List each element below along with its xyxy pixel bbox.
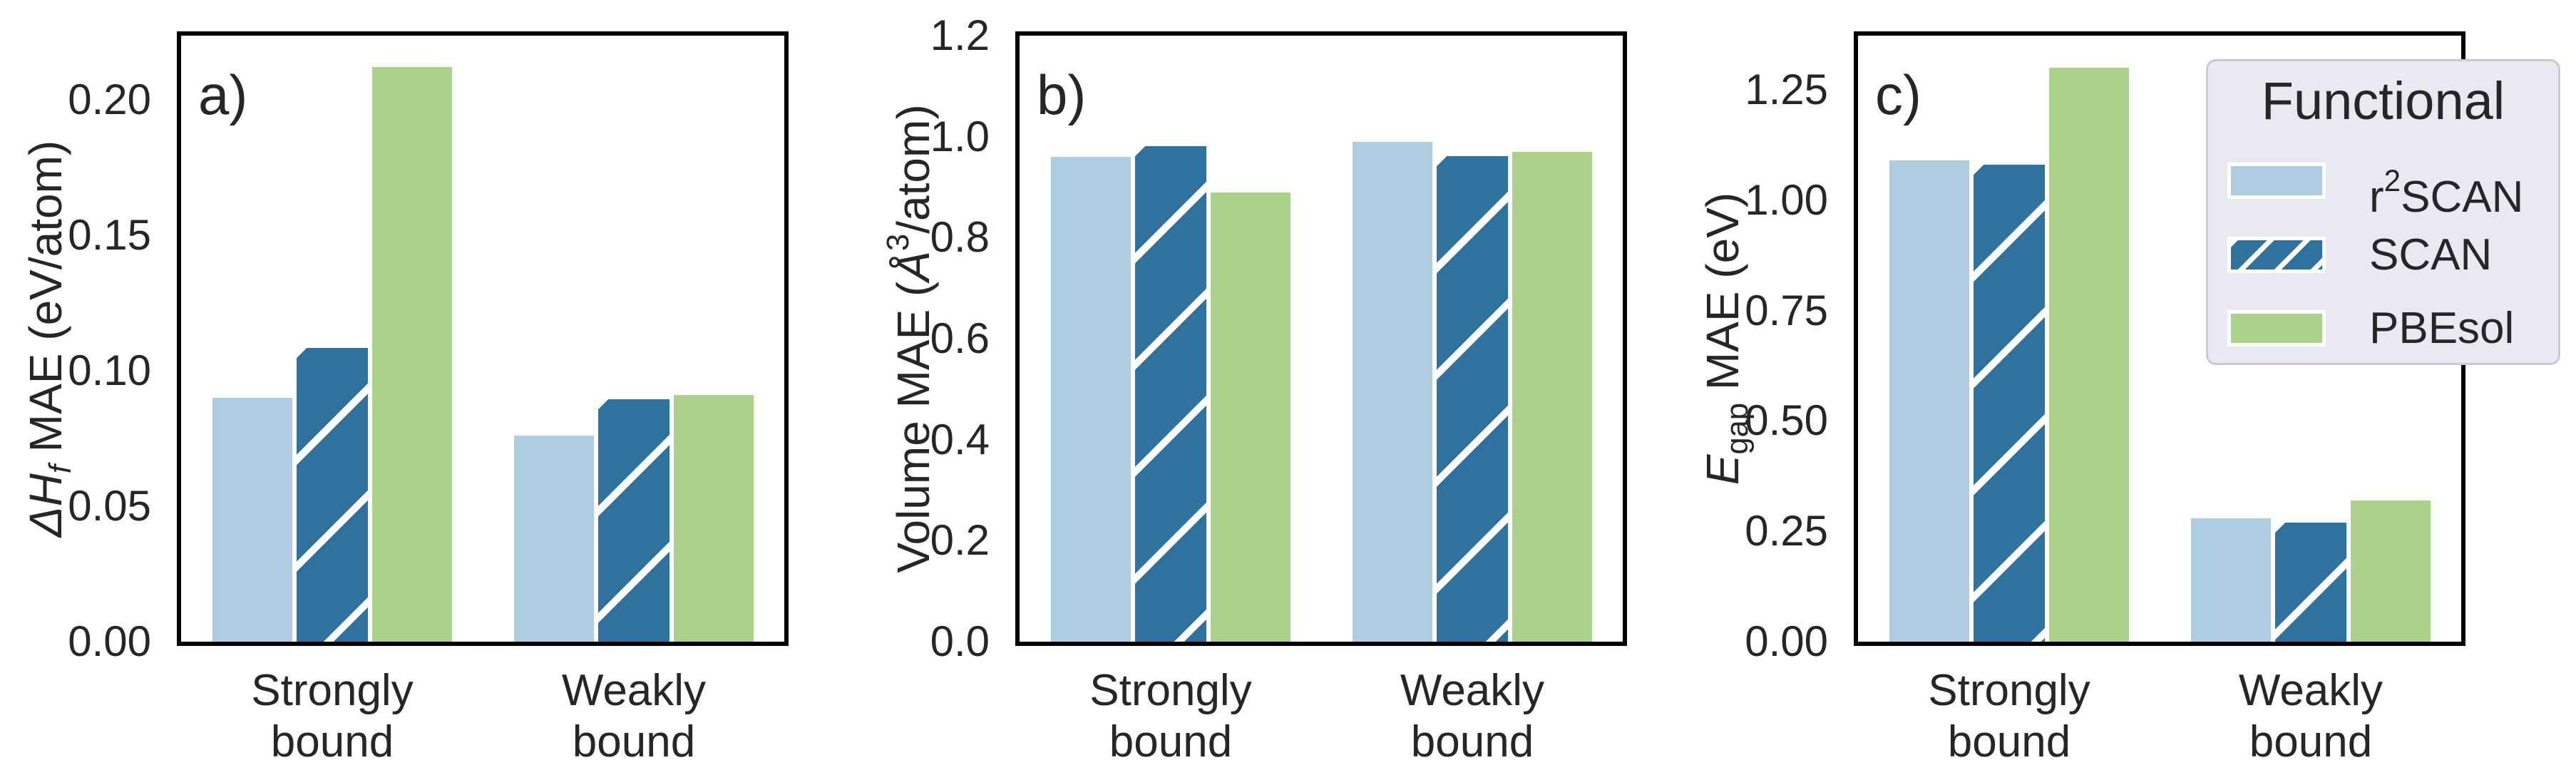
bar-r2SCAN-strongly-bound [212,398,292,642]
bar-PBEsol-weakly-bound [674,395,754,642]
legend-swatch-SCAN [2227,237,2326,273]
bar-SCAN-weakly-bound [594,395,674,642]
bar-r2SCAN-strongly-bound [1889,160,1969,642]
bar-r2SCAN-weakly-bound [2191,518,2271,642]
legend-swatch-PBEsol [2227,310,2326,346]
bar-PBEsol-strongly-bound [1211,192,1290,642]
x-tick-label: Strongly bound [251,666,414,766]
label-token: SCAN [2401,172,2524,222]
plot-area [177,31,789,646]
bar-SCAN-strongly-bound [1969,160,2049,642]
y-tick-label: 0.6 [930,314,990,362]
label-token: E [1697,454,1748,486]
bar-PBEsol-strongly-bound [2049,68,2129,642]
label-token: PBEsol [2369,304,2515,353]
label-token: SCAN [2369,230,2493,279]
bar-PBEsol-weakly-bound [1512,152,1592,642]
label-token: Volume MAE ( [887,281,939,573]
label-token: MAE (eV/atom) [20,140,71,465]
x-tick-label: Strongly bound [1089,666,1252,766]
label-token: 3 [881,233,915,251]
bar-SCAN-weakly-bound [1432,152,1512,642]
panel-letter: c) [1875,63,1921,126]
bar-SCAN-weakly-bound [2271,518,2351,642]
bar-r2SCAN-strongly-bound [1051,157,1131,642]
bar-PBEsol-weakly-bound [2351,500,2431,642]
x-tick-label: Weakly bound [561,666,707,766]
y-axis-label: Egap MAE (eV) [1697,18,1755,659]
legend-title: Functional [2261,71,2505,130]
y-tick-label: 0.10 [68,346,151,394]
plot-area [1015,31,1627,646]
label-token: /atom) [887,104,939,234]
panel-letter: a) [198,63,248,126]
bar-SCAN-strongly-bound [292,344,372,642]
y-tick-label: 1.25 [1745,66,1828,113]
y-axis-label: Volume MAE (Å3/atom) [873,18,939,659]
label-token: 2 [2383,164,2401,197]
legend: Functional r2SCAN SCAN PBEsol [2206,59,2560,365]
y-tick-label: 1.00 [1745,176,1828,224]
y-tick-label: 0.15 [68,211,151,259]
bar-r2SCAN-weakly-bound [1353,142,1432,642]
y-tick-label: 1.2 [930,11,990,59]
y-tick-label: 0.2 [930,516,990,564]
bar-SCAN-strongly-bound [1131,142,1211,642]
y-axis-label: ΔHf MAE (eV/atom) [20,18,78,659]
x-tick-label: Weakly bound [1400,666,1545,766]
y-tick-label: 0.00 [68,617,151,665]
bar-PBEsol-strongly-bound [372,67,452,642]
y-tick-label: 0.25 [1745,507,1828,555]
y-tick-label: 0.50 [1745,396,1828,444]
y-tick-label: 0.05 [68,482,151,530]
label-token: r [2369,172,2384,222]
y-tick-label: 0.20 [68,76,151,123]
legend-label-r2SCAN: r2SCAN [2369,155,2523,223]
bar-r2SCAN-weakly-bound [514,436,594,642]
y-tick-label: 1.0 [930,113,990,160]
label-token: Å [887,250,939,282]
x-tick-label: Weakly bound [2238,666,2383,766]
label-token: MAE (eV) [1697,192,1748,403]
y-tick-label: 0.75 [1745,287,1828,334]
y-tick-label: 0.4 [930,416,990,463]
y-tick-label: 0.8 [930,213,990,261]
label-token: f [43,464,78,474]
label-token: gap [1720,402,1755,455]
legend-swatch-r2SCAN [2227,163,2326,199]
label-token: Δ [20,506,71,538]
legend-label-SCAN: SCAN [2369,230,2492,281]
legend-label-PBEsol: PBEsol [2369,303,2514,354]
panel-letter: b) [1037,63,1087,126]
y-tick-label: 0.00 [1745,617,1828,665]
y-tick-label: 0.0 [930,617,990,665]
label-token: H [20,473,71,507]
x-tick-label: Strongly bound [1928,666,2090,766]
